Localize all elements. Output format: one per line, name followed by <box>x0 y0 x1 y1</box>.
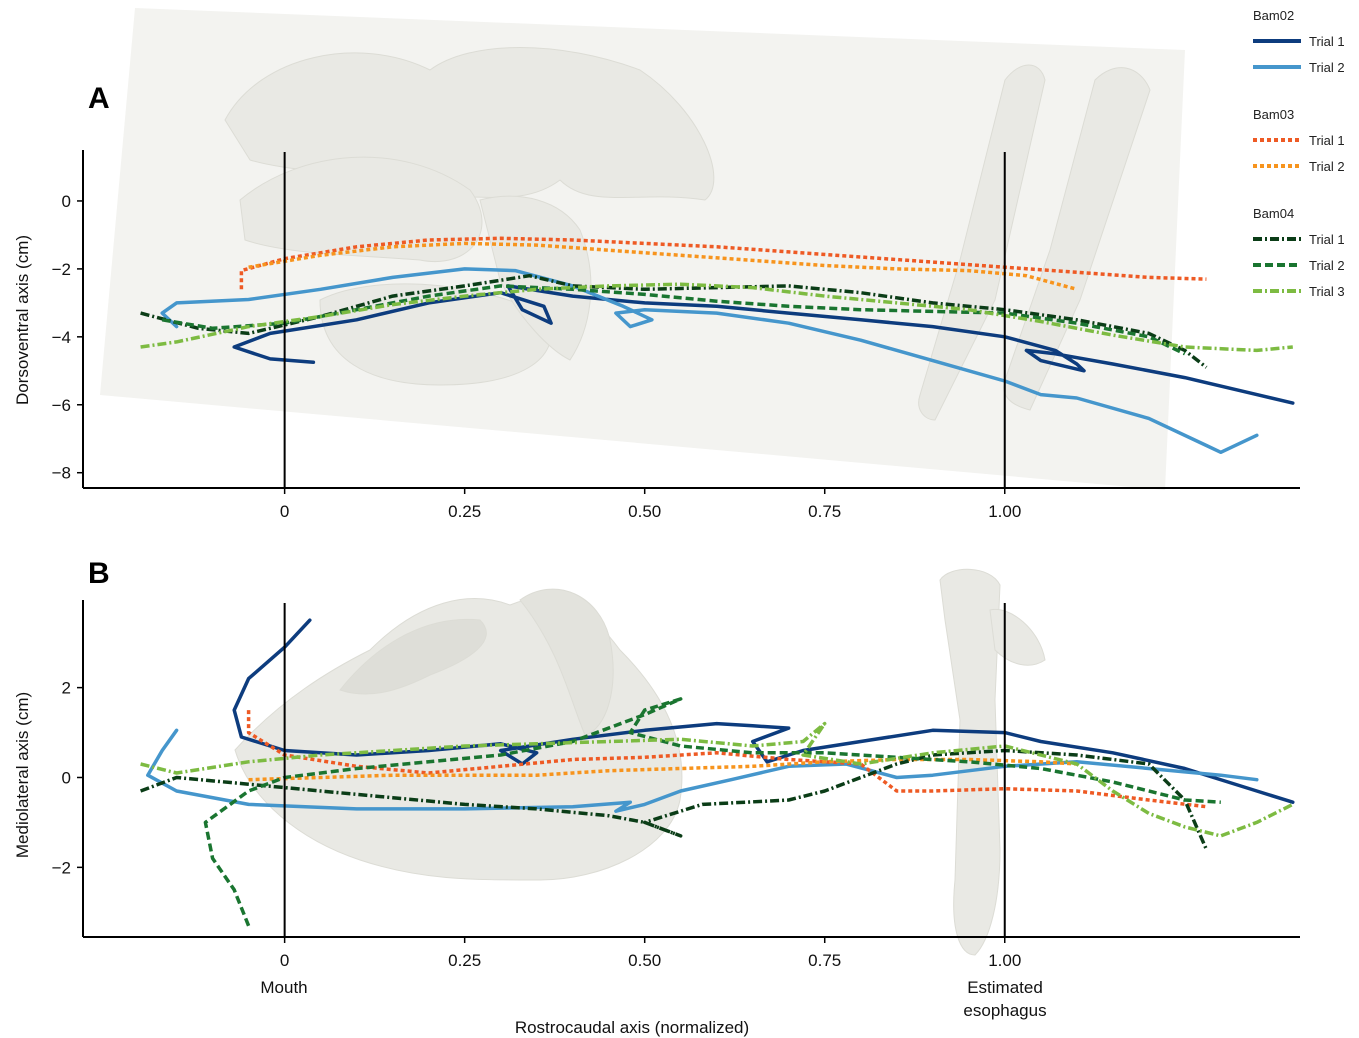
trajectory-bam03-trial-2 <box>248 241 1078 291</box>
trajectory-bam04-trial-3 <box>140 721 1294 838</box>
legend-entry-label: Trial 2 <box>1309 60 1345 75</box>
trajectory-bam02-trial-2 <box>146 728 1259 813</box>
x-tick-label: 0.75 <box>808 951 841 970</box>
trajectory-bam04-trial-1 <box>139 748 1209 851</box>
panel-b-axes: 2 0 −2 0 0.25 0.50 0.75 1.00 <box>52 600 1300 970</box>
trajectory-bam03-trial-1 <box>246 710 1207 809</box>
legend-group-title: Bam04 <box>1253 206 1294 221</box>
x-tick-label: 0.50 <box>628 951 661 970</box>
bone-render-b <box>234 568 1046 956</box>
x-tick-label: 1.00 <box>988 502 1021 521</box>
legend-entry-label: Trial 1 <box>1309 232 1345 247</box>
panel-b-ylabel: Mediolateral axis (cm) <box>13 692 32 858</box>
x-tick-label: 0.25 <box>448 951 481 970</box>
legend-group-title: Bam02 <box>1253 8 1294 23</box>
legend-group-title: Bam03 <box>1253 107 1294 122</box>
trajectory-bam04-trial-3 <box>140 282 1293 353</box>
x-tick-label: 0.50 <box>628 502 661 521</box>
trajectory-bam02-trial-2 <box>160 267 1259 455</box>
esophagus-annotation-line1: Estimated <box>967 978 1043 997</box>
legend-entry-label: Trial 2 <box>1309 159 1345 174</box>
trajectory-bam02-trial-1 <box>232 618 1295 804</box>
y-tick-label: 2 <box>62 679 71 698</box>
x-tick-label: 0 <box>280 951 289 970</box>
mouth-annotation: Mouth <box>260 978 307 997</box>
legend-entry-label: Trial 1 <box>1309 133 1345 148</box>
x-tick-label: 0.25 <box>448 502 481 521</box>
panel-label-b: B <box>88 557 110 590</box>
trajectory-bam03-trial-1 <box>239 236 1207 290</box>
panel-b-xlabel: Rostrocaudal axis (normalized) <box>515 1018 749 1037</box>
y-tick-label: −8 <box>52 464 71 483</box>
x-tick-label: 0.75 <box>808 502 841 521</box>
bone-render-a <box>100 8 1185 490</box>
panel-a-axes: 0 −2 −4 −6 −8 0 0.25 0.50 0.75 1.00 <box>52 150 1300 521</box>
y-tick-label: −4 <box>52 328 71 347</box>
panel-label-a: A <box>88 82 110 115</box>
esophagus-annotation-line2: esophagus <box>963 1001 1046 1020</box>
trajectory-bam04-trial-2 <box>203 697 1221 927</box>
x-tick-label: 0 <box>280 502 289 521</box>
trajectory-bam02-trial-1 <box>232 284 1295 405</box>
y-tick-label: 0 <box>62 768 71 787</box>
y-tick-label: −6 <box>52 396 71 415</box>
legend-entry-label: Trial 2 <box>1309 258 1345 273</box>
y-tick-label: −2 <box>52 260 71 279</box>
y-tick-label: 0 <box>62 192 71 211</box>
legend-entry-label: Trial 1 <box>1309 34 1345 49</box>
x-tick-label: 1.00 <box>988 951 1021 970</box>
panel-a-ylabel: Dorsoventral axis (cm) <box>13 235 32 405</box>
legend: Bam02 Trial 1 Trial 2 Bam03 Trial 1 Trial 2 Ba… <box>1253 8 1345 299</box>
y-tick-label: −2 <box>52 858 71 877</box>
legend-entry-label: Trial 3 <box>1309 284 1345 299</box>
